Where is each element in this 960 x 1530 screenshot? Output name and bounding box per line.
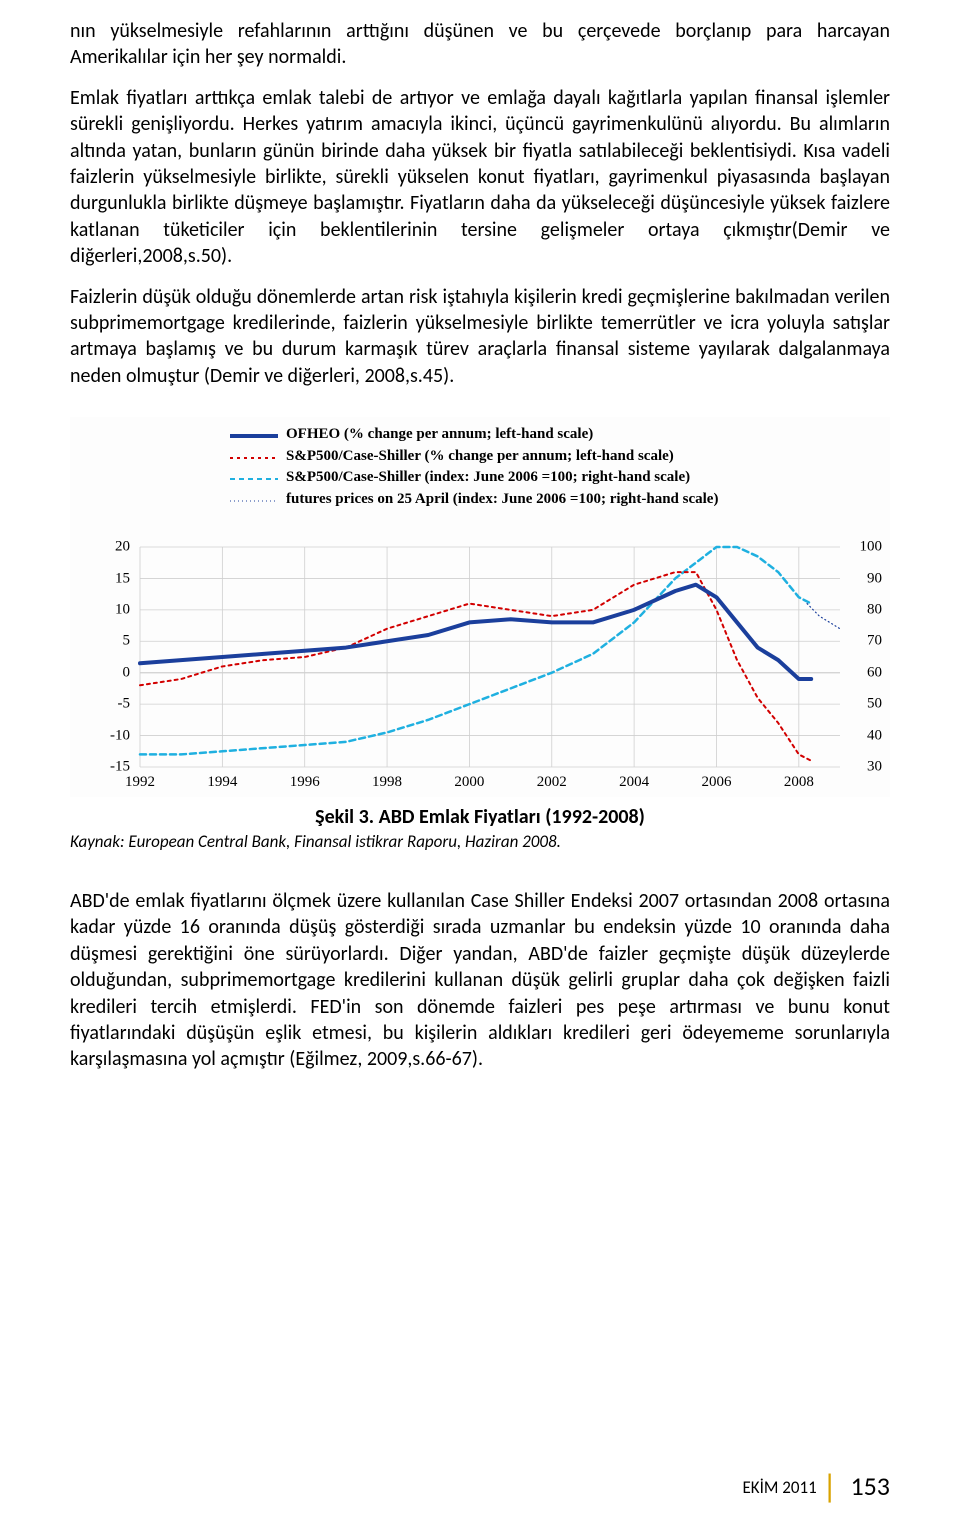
x-axis-tick: 2002: [537, 774, 567, 791]
legend-label: S&P500/Case-Shiller (index: June 2006 =1…: [286, 468, 690, 488]
chart-legend: OFHEO (% change per annum; left-hand sca…: [230, 425, 718, 511]
figure-source: Kaynak: European Central Bank, Finansal …: [70, 831, 890, 852]
x-axis-tick: 2004: [619, 774, 649, 791]
y-axis-right-tick: 40: [867, 727, 882, 744]
y-axis-left-tick: -5: [90, 696, 130, 713]
chart-container: OFHEO (% change per annum; left-hand sca…: [70, 417, 890, 797]
legend-label: S&P500/Case-Shiller (% change per annum;…: [286, 447, 674, 467]
y-axis-right-tick: 60: [867, 664, 882, 681]
y-axis-left-tick: -10: [90, 727, 130, 744]
y-axis-left-tick: 20: [90, 539, 130, 556]
x-axis-tick: 2006: [701, 774, 731, 791]
y-axis-right-tick: 90: [867, 570, 882, 587]
footer-month: EKİM 2011: [743, 1477, 817, 1498]
x-axis-tick: 1998: [372, 774, 402, 791]
figure-caption: Şekil 3. ABD Emlak Fiyatları (1992-2008): [70, 805, 890, 829]
page-number: 153: [850, 1470, 890, 1502]
paragraph: ABD'de emlak fiyatlarını ölçmek üzere ku…: [70, 888, 890, 1073]
line-chart: OFHEO (% change per annum; left-hand sca…: [70, 417, 890, 797]
legend-item: futures prices on 25 April (index: June …: [230, 490, 718, 510]
x-axis-tick: 2000: [454, 774, 484, 791]
y-axis-left-tick: 15: [90, 570, 130, 587]
x-axis-tick: 2008: [784, 774, 814, 791]
footer-divider: │: [823, 1469, 837, 1504]
y-axis-right-tick: 50: [867, 696, 882, 713]
paragraph: Emlak fiyatları arttıkça emlak talebi de…: [70, 85, 890, 270]
y-axis-right-tick: 70: [867, 633, 882, 650]
y-axis-left-tick: -15: [90, 759, 130, 776]
legend-label: futures prices on 25 April (index: June …: [286, 490, 718, 510]
y-axis-left-tick: 0: [90, 664, 130, 681]
chart-plot-area: [140, 547, 840, 767]
y-axis-left-tick: 10: [90, 601, 130, 618]
page-footer: EKİM 2011 │ 153: [743, 1469, 891, 1504]
x-axis-tick: 1992: [125, 774, 155, 791]
legend-item: OFHEO (% change per annum; left-hand sca…: [230, 425, 718, 445]
legend-item: S&P500/Case-Shiller (index: June 2006 =1…: [230, 468, 718, 488]
y-axis-right-tick: 100: [860, 539, 883, 556]
legend-item: S&P500/Case-Shiller (% change per annum;…: [230, 447, 718, 467]
y-axis-left-tick: 5: [90, 633, 130, 650]
y-axis-right-tick: 30: [867, 759, 882, 776]
x-axis-tick: 1994: [207, 774, 237, 791]
x-axis-tick: 1996: [290, 774, 320, 791]
y-axis-right-tick: 80: [867, 601, 882, 618]
paragraph: nın yükselmesiyle refahlarının arttığını…: [70, 18, 890, 71]
legend-label: OFHEO (% change per annum; left-hand sca…: [286, 425, 593, 445]
paragraph: Faizlerin düşük olduğu dönemlerde artan …: [70, 284, 890, 390]
